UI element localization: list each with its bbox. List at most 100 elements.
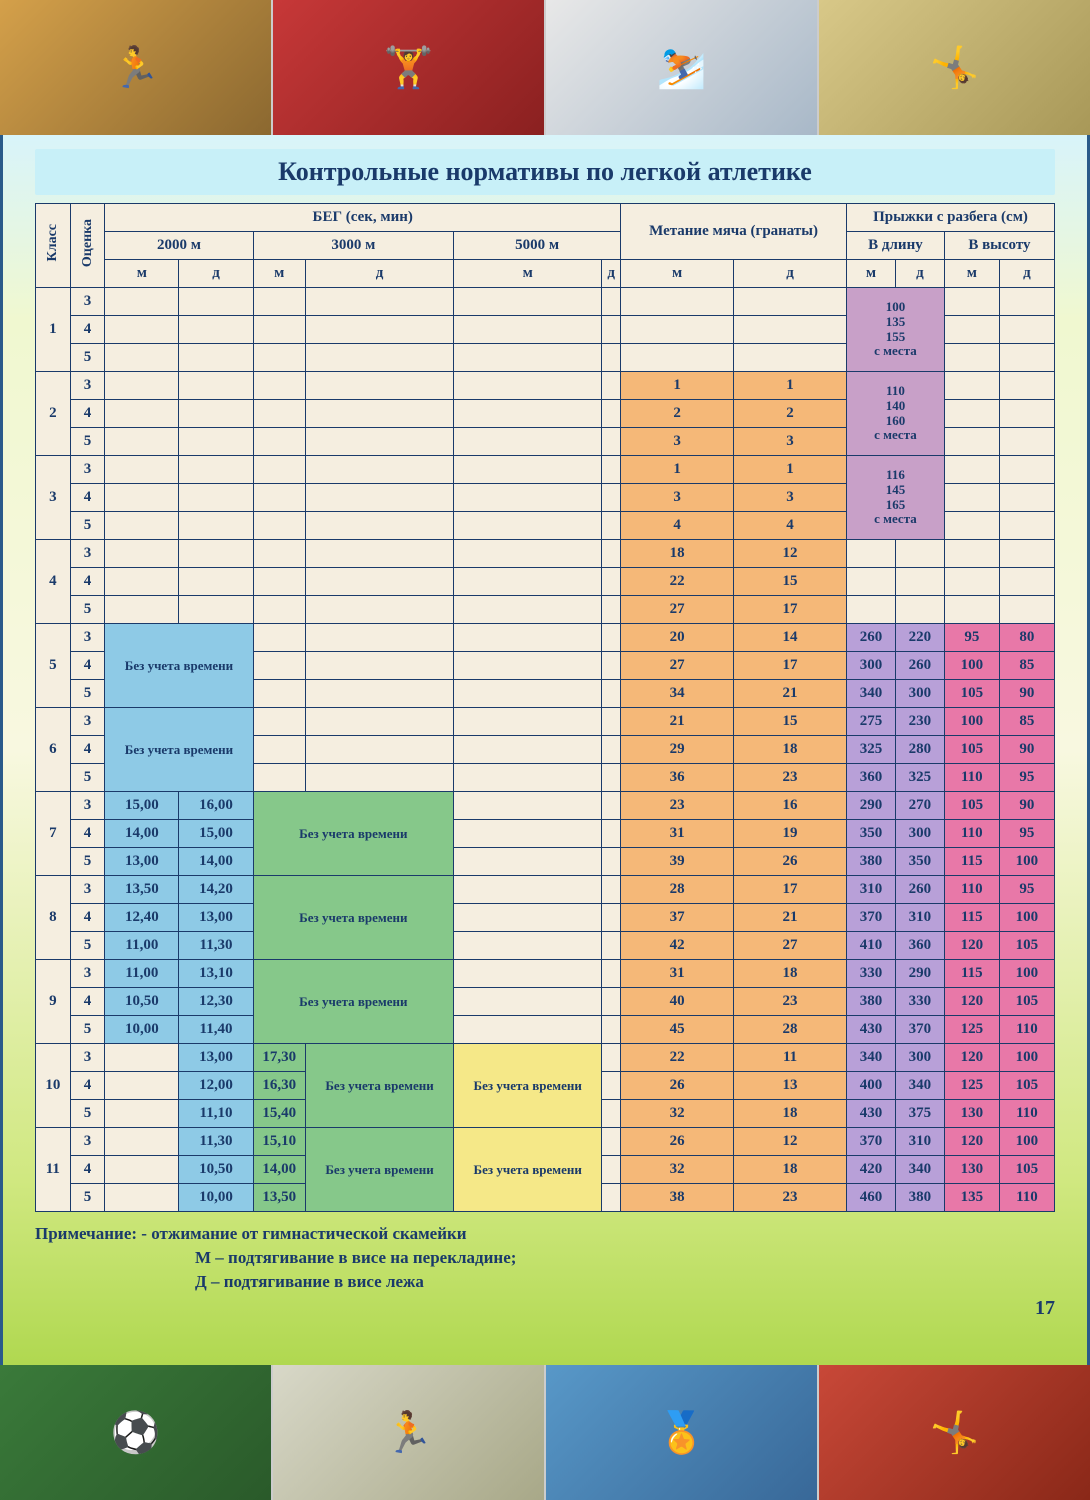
cell bbox=[944, 428, 999, 456]
cell: 280 bbox=[895, 736, 944, 764]
cell: 100 bbox=[999, 960, 1054, 988]
cell: 17 bbox=[734, 652, 847, 680]
cell: 105 bbox=[999, 932, 1054, 960]
photo: 🏃 bbox=[0, 0, 271, 135]
cell: 3 bbox=[70, 708, 105, 736]
cell bbox=[305, 344, 453, 372]
cell bbox=[454, 372, 602, 400]
cell bbox=[253, 540, 305, 568]
cell: 290 bbox=[895, 960, 944, 988]
cell: 15 bbox=[734, 708, 847, 736]
cell: 11 bbox=[734, 1044, 847, 1072]
cell bbox=[179, 512, 253, 540]
cell: 260 bbox=[847, 624, 896, 652]
cell bbox=[305, 372, 453, 400]
cell: 14,00 bbox=[105, 820, 179, 848]
cell bbox=[944, 484, 999, 512]
cell: 9 bbox=[36, 960, 71, 1044]
cell: 90 bbox=[999, 736, 1054, 764]
cell bbox=[602, 736, 621, 764]
cell: 290 bbox=[847, 792, 896, 820]
cell bbox=[454, 512, 602, 540]
cell: 275 bbox=[847, 708, 896, 736]
cell bbox=[105, 596, 179, 624]
cell: 26 bbox=[621, 1128, 734, 1156]
table-row: 511,0011,304227410360120105 bbox=[36, 932, 1055, 960]
cell bbox=[454, 288, 602, 316]
cell: 120 bbox=[944, 932, 999, 960]
cell bbox=[602, 988, 621, 1016]
cell bbox=[179, 288, 253, 316]
cell bbox=[454, 400, 602, 428]
cell: 80 bbox=[999, 624, 1054, 652]
cell: 5 bbox=[70, 932, 105, 960]
cell: 12,40 bbox=[105, 904, 179, 932]
cell bbox=[454, 316, 602, 344]
cell bbox=[105, 428, 179, 456]
cell: Без учета времени bbox=[454, 1128, 602, 1212]
cell: 2 bbox=[36, 372, 71, 456]
table-row: 2311110140160с места bbox=[36, 372, 1055, 400]
cell: 370 bbox=[895, 1016, 944, 1044]
table-row: 52717 bbox=[36, 596, 1055, 624]
cell: 31 bbox=[621, 820, 734, 848]
cell: 90 bbox=[999, 792, 1054, 820]
col-jump: Прыжки с разбега (см) bbox=[847, 204, 1055, 232]
cell: 12,00 bbox=[179, 1072, 253, 1100]
cell bbox=[847, 540, 896, 568]
cell: 3 bbox=[621, 484, 734, 512]
cell: Без учета времени bbox=[253, 960, 454, 1044]
page-body: Контрольные нормативы по легкой атлетике… bbox=[0, 135, 1090, 1365]
cell bbox=[602, 372, 621, 400]
cell bbox=[253, 568, 305, 596]
cell bbox=[253, 652, 305, 680]
cell: 14,00 bbox=[179, 848, 253, 876]
cell bbox=[253, 512, 305, 540]
cell: 13,50 bbox=[105, 876, 179, 904]
cell bbox=[602, 484, 621, 512]
cell: 11,40 bbox=[179, 1016, 253, 1044]
cell: 110 bbox=[944, 876, 999, 904]
cell: 110 bbox=[999, 1100, 1054, 1128]
col-run: БЕГ (сек, мин) bbox=[105, 204, 621, 232]
cell bbox=[253, 624, 305, 652]
cell: 18 bbox=[734, 736, 847, 764]
cell bbox=[847, 596, 896, 624]
cell: 31 bbox=[621, 960, 734, 988]
cell: 350 bbox=[847, 820, 896, 848]
cell: 1 bbox=[36, 288, 71, 372]
cell: 430 bbox=[847, 1016, 896, 1044]
cell: 300 bbox=[847, 652, 896, 680]
cell bbox=[179, 372, 253, 400]
cell bbox=[305, 484, 453, 512]
cell: 100 bbox=[999, 904, 1054, 932]
cell bbox=[179, 568, 253, 596]
cell: 19 bbox=[734, 820, 847, 848]
cell: 5 bbox=[70, 764, 105, 792]
cell: 12,30 bbox=[179, 988, 253, 1016]
cell bbox=[179, 316, 253, 344]
cell bbox=[602, 1072, 621, 1100]
cell: 4 bbox=[36, 540, 71, 624]
cell: 40 bbox=[621, 988, 734, 1016]
cell bbox=[253, 484, 305, 512]
cell bbox=[602, 344, 621, 372]
cell bbox=[253, 316, 305, 344]
title-bar: Контрольные нормативы по легкой атлетике bbox=[35, 149, 1055, 195]
cell bbox=[105, 1044, 179, 1072]
cell: 1 bbox=[621, 456, 734, 484]
cell bbox=[999, 568, 1054, 596]
cell: 5 bbox=[70, 1016, 105, 1044]
cell: 13,10 bbox=[179, 960, 253, 988]
cell bbox=[734, 288, 847, 316]
cell bbox=[602, 1184, 621, 1212]
cell: 12 bbox=[734, 1128, 847, 1156]
cell bbox=[454, 456, 602, 484]
cell bbox=[944, 568, 999, 596]
cell: 270 bbox=[895, 792, 944, 820]
cell: 15 bbox=[734, 568, 847, 596]
cell bbox=[179, 344, 253, 372]
cell bbox=[305, 568, 453, 596]
cell: Без учета времени bbox=[305, 1128, 453, 1212]
cell bbox=[305, 736, 453, 764]
